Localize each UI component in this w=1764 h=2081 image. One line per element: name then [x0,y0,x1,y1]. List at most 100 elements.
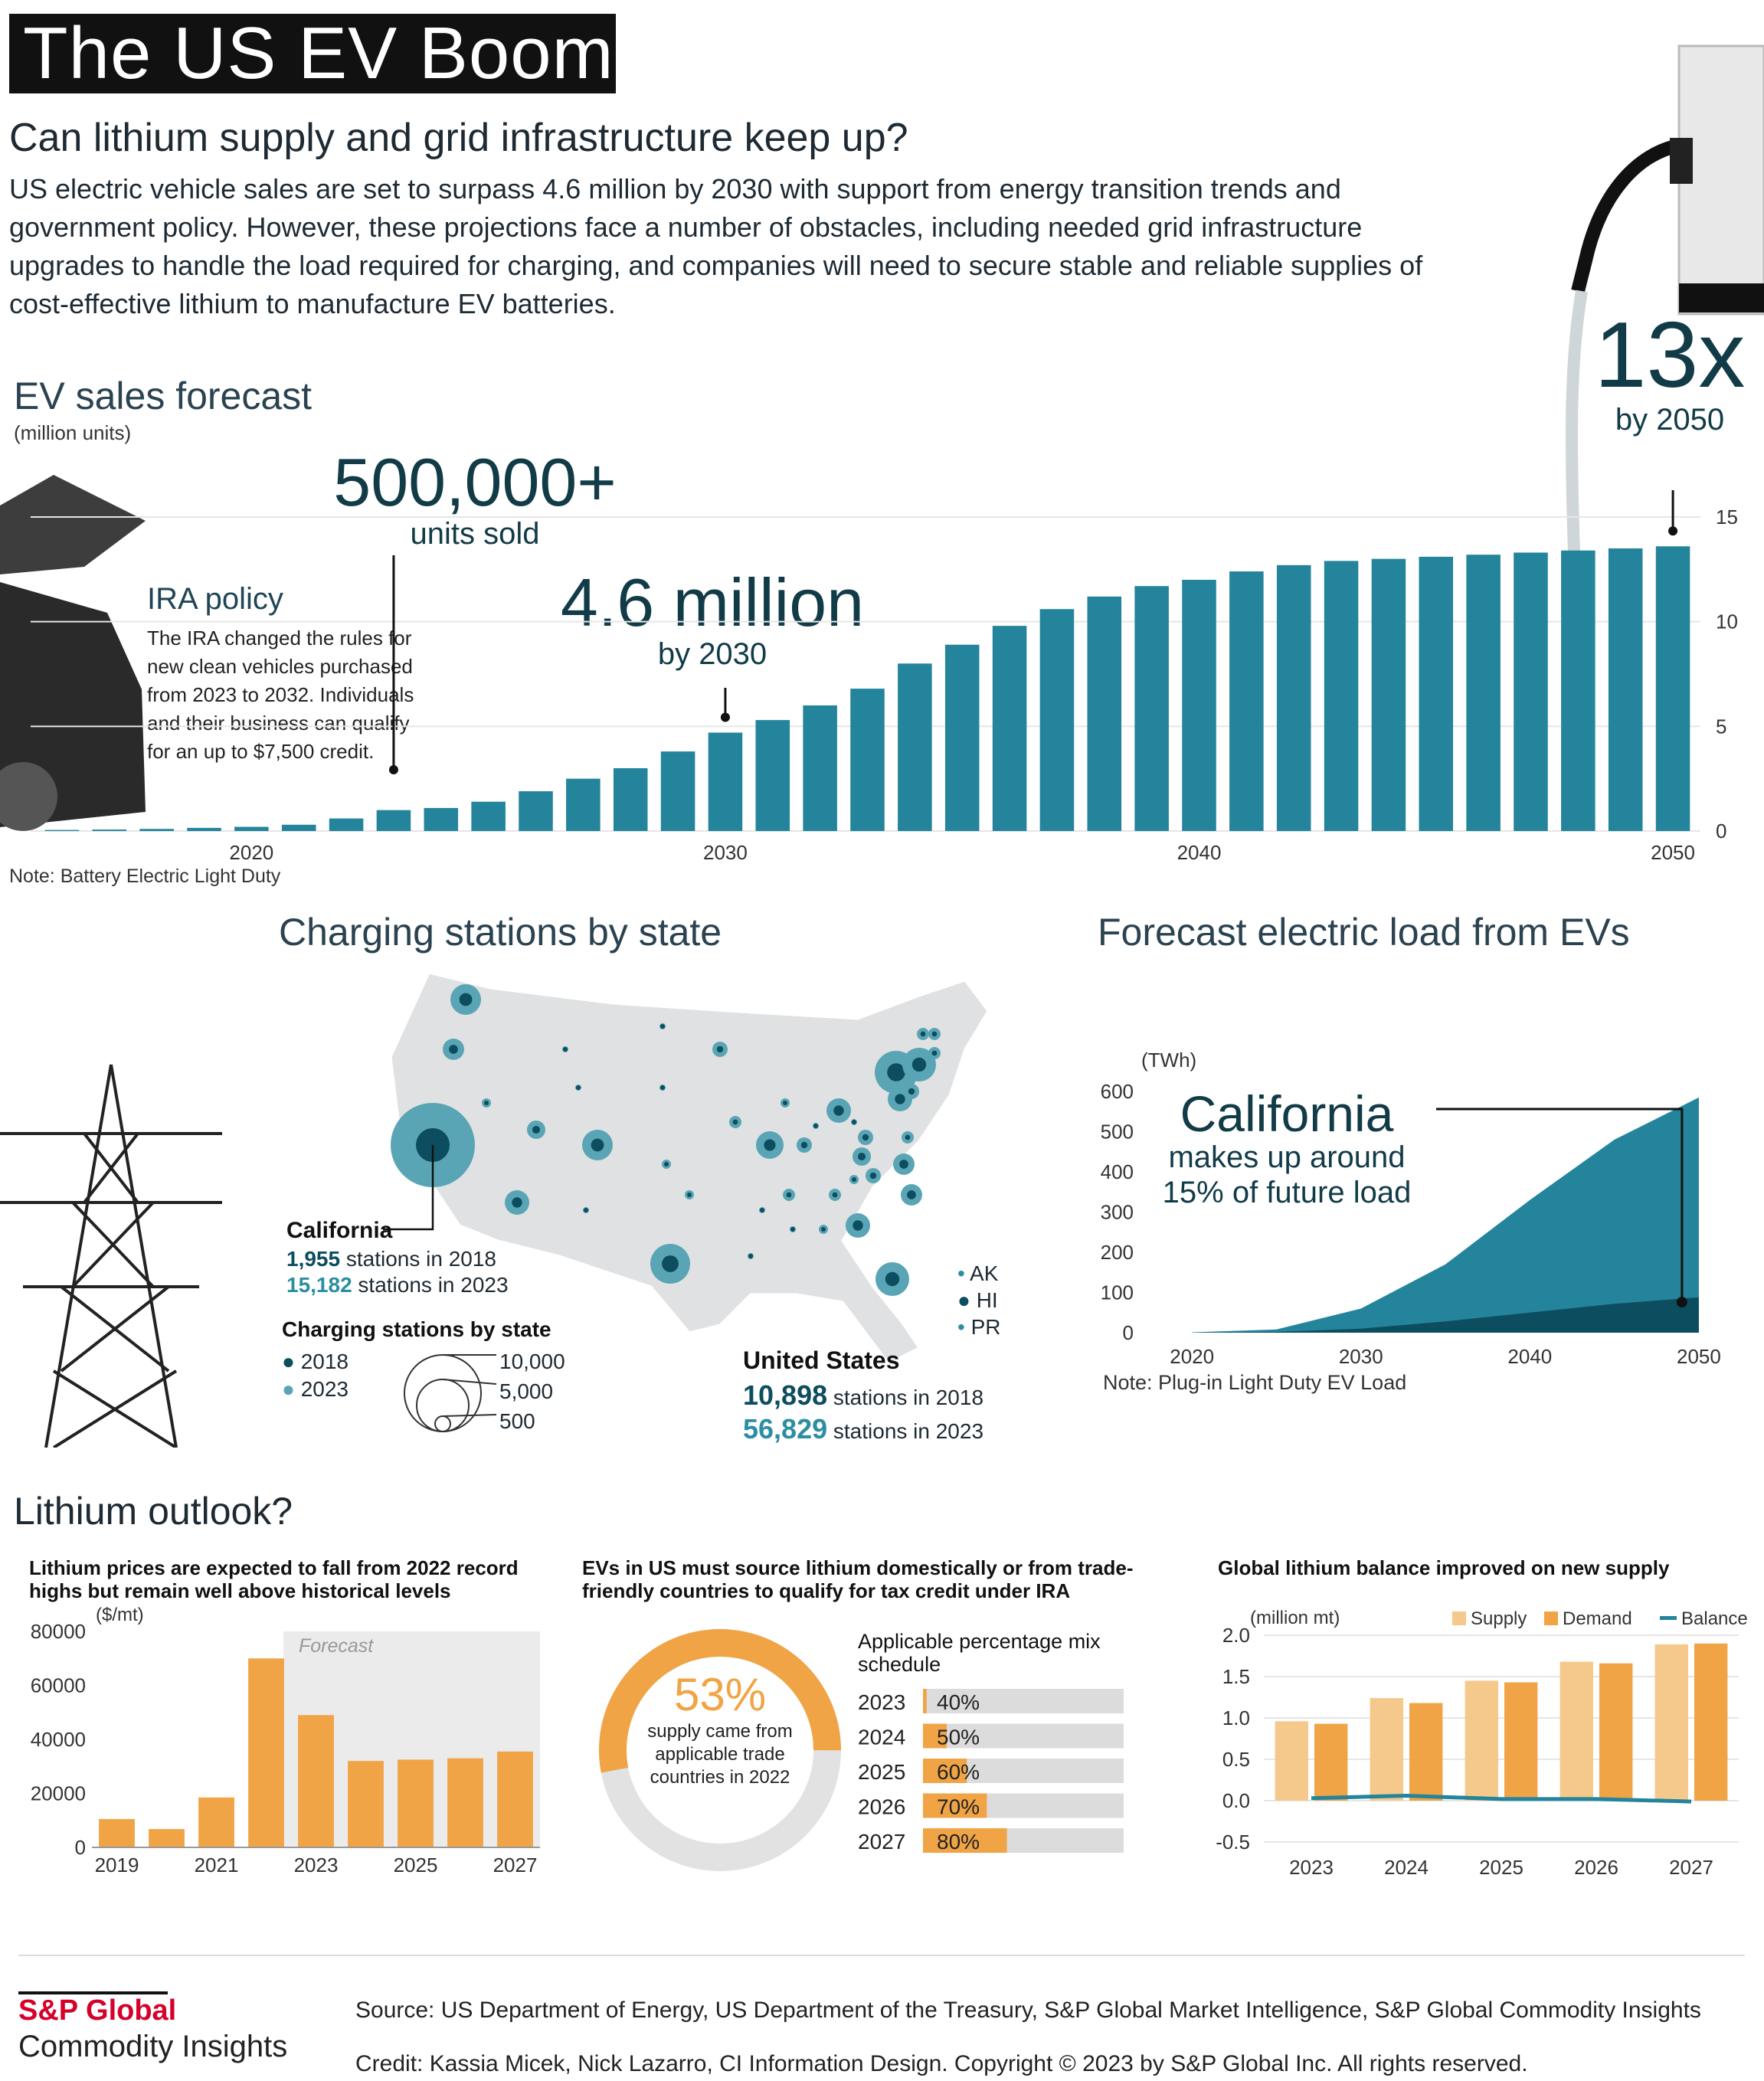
schedule-year-label: 2025 [858,1760,905,1784]
size-legend-500: 500 [499,1409,535,1433]
schedule-year-label: 2026 [858,1795,905,1819]
intro-paragraph: US electric vehicle sales are set to sur… [9,173,1423,319]
charger-plug-handle [1571,139,1681,293]
demand-bar [1314,1723,1348,1801]
ev-bar [234,826,269,831]
load-x-tick-label: 2030 [1339,1345,1383,1368]
ev-bar [1087,596,1122,831]
prices-x-tick-label: 2021 [195,1854,239,1876]
california-2023: 15,182 stations in 2023 [286,1273,509,1297]
us-total-label: United States 10,898 stations in 2018 56… [743,1346,983,1445]
ev-bar [281,824,316,831]
balance-legend-swatch [1452,1611,1466,1625]
state-bubble-2018 [887,1063,905,1081]
donut-value: 53% [673,1669,767,1720]
charging-legend: Charging stations by state ● 2018 ● 2023 [282,1317,551,1402]
load-x-tick-label: 2050 [1677,1345,1721,1368]
state-bubble-2018 [931,1050,938,1056]
california-2018-value: 1,955 [286,1247,341,1271]
load-x-tick-label: 2040 [1507,1345,1552,1368]
balance-legend-label: Supply [1471,1608,1527,1629]
balance-y-tick-label: 1.0 [1222,1706,1250,1729]
page-title: The US EV Boom [9,14,616,93]
balance-unit-label: (million mt) [1250,1608,1340,1628]
ira-body: The IRA changed the rules for new clean … [147,627,414,763]
state-bubble-2018 [660,1085,665,1090]
ev-bar [92,829,127,831]
state-bubble-2018 [852,1177,856,1182]
load-y-tick-label: 600 [1101,1080,1134,1103]
prices-unit-label: ($/mt) [96,1605,144,1625]
load-callout-leader [1436,1108,1684,1303]
callout-13x-value: 13x [1594,303,1746,407]
us-map-shape [389,971,990,1363]
state-bubble-2018 [660,1024,665,1029]
size-legend-5000: 5,000 [499,1379,554,1403]
balance-x-tick-label: 2024 [1384,1856,1429,1879]
balance-y-tick-label: -0.5 [1216,1831,1250,1854]
brand-name: S&P Global [18,1994,177,2027]
load-y-tick-label: 200 [1101,1241,1134,1264]
ev-y-tick-label: 10 [1716,610,1738,633]
callout-46m-sub: by 2030 [657,637,767,671]
territory-hi-label: HI [976,1288,998,1312]
ev-bar [944,644,980,831]
ev-bar [1229,571,1264,831]
legend-2018: ● 2018 [282,1350,551,1374]
ev-bar [519,791,553,831]
state-bubble-2018 [833,1105,844,1116]
size-legend-10000: 10,000 [499,1350,565,1373]
car-hatch [0,475,146,574]
us-2018-label: stations in 2018 [833,1386,984,1409]
us-2023-label: stations in 2023 [833,1419,984,1443]
ev-bar [187,827,221,831]
state-bubble-2018 [853,1220,863,1231]
state-bubble-2018 [783,1101,787,1105]
ev-bar [1419,556,1454,831]
load-area-us [1192,1097,1699,1333]
ev-sales-chart: 0 5 10 15 2020 2030 2040 2050 [31,490,1738,864]
charger-cable [1566,290,1588,552]
schedule-bar [923,1723,947,1749]
callout-500k-value: 500,000+ [333,444,617,520]
prices-x-tick-label: 2025 [394,1854,438,1876]
ev-bar [1039,609,1075,831]
us-charging-map [383,971,990,1363]
ev-sales-note: Note: Battery Electric Light Duty [9,865,281,887]
territory-ak-label: AK [970,1261,999,1285]
state-bubble-2018 [764,1139,776,1151]
ev-bar [1608,548,1643,831]
lithium-title: Lithium outlook? [14,1490,293,1533]
state-bubble-2018 [931,1031,938,1037]
schedule-value-label: 40% [937,1690,980,1714]
load-y-tick-label: 400 [1101,1160,1134,1183]
brand-division: Commodity Insights [18,2030,288,2063]
schedule-value-label: 60% [937,1760,980,1784]
ev-x-tick-label: 2030 [703,841,748,864]
schedule-year-label: 2027 [858,1830,905,1854]
ev-x-tick-label: 2040 [1177,841,1222,864]
state-bubble-2018 [895,1094,905,1104]
load-note: Note: Plug-in Light Duty EV Load [1103,1371,1407,1394]
balance-legend-swatch [1660,1616,1677,1620]
state-bubble-2018 [563,1047,568,1052]
schedule-value-label: 80% [937,1830,980,1854]
california-load-callout: California makes up around 15% of future… [1141,1088,1432,1210]
brand-bar [18,1991,168,1994]
balance-y-tick-label: 0.5 [1222,1748,1250,1771]
schedule-year-label: 2023 [858,1690,905,1714]
state-bubble-2018 [869,1172,877,1180]
california-name: California [286,1218,393,1243]
car-wheel [0,762,57,831]
charger-plug [1670,138,1693,184]
charger-box [1677,44,1764,316]
territory-pr-label: PR [970,1315,1001,1339]
territory-pr: • PR [957,1314,1001,1340]
legend-year-2023: 2023 [300,1377,349,1401]
territory-ak-dot-icon: • [957,1261,965,1285]
state-bubble-2018 [832,1192,838,1198]
us-2018-value: 10,898 [743,1379,828,1411]
ev-bar [1514,552,1548,831]
balance-x-tick-label: 2026 [1574,1856,1618,1879]
ev-bar [1466,555,1501,831]
